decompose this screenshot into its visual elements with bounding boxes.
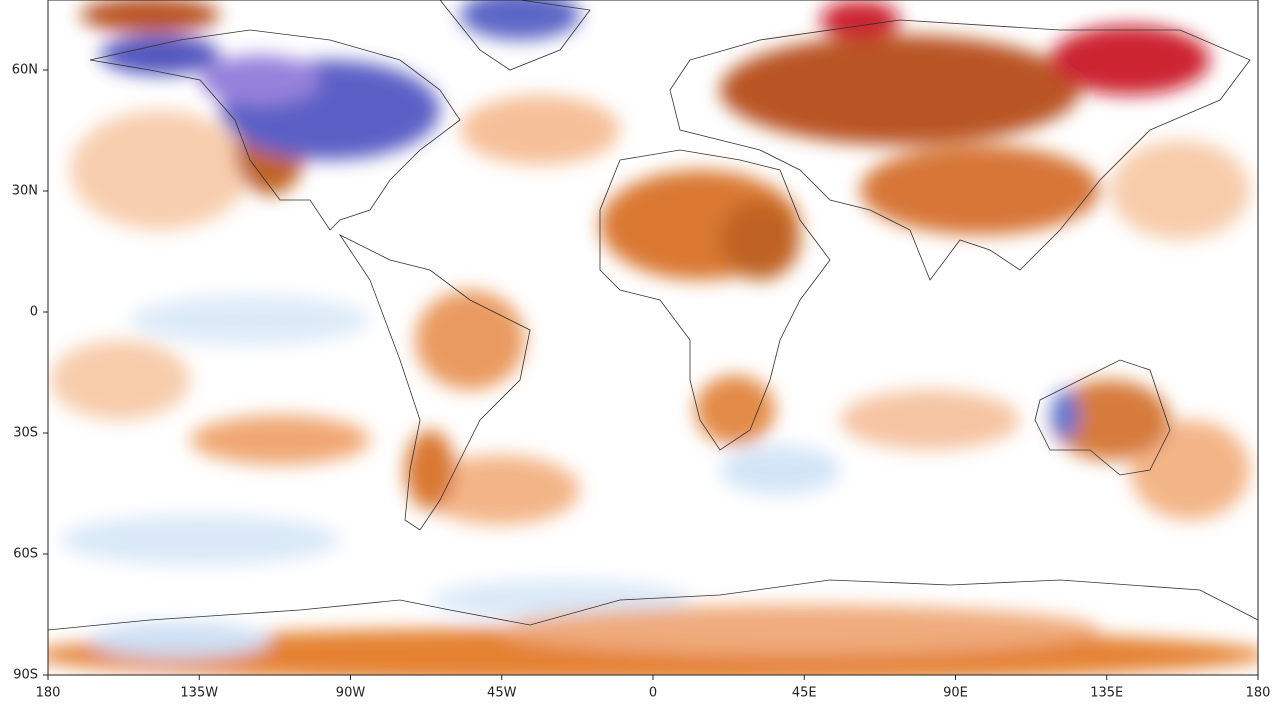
- y-tick-label: 60N: [12, 63, 38, 78]
- y-tick-label: 0: [30, 305, 38, 320]
- x-tick-label: 0: [649, 686, 657, 701]
- x-tick-label: 90E: [943, 686, 968, 701]
- x-tick-label: 180: [1246, 686, 1271, 701]
- y-tick-label: 30N: [12, 184, 38, 199]
- y-tick-label: 60S: [13, 547, 38, 562]
- x-tick-label: 45W: [487, 686, 517, 701]
- y-tick-label: 30S: [13, 426, 38, 441]
- x-tick-label: 135E: [1090, 686, 1123, 701]
- y-tick-label: 90S: [13, 668, 38, 683]
- x-tick-label: 90W: [336, 686, 366, 701]
- x-tick-label: 135W: [180, 686, 218, 701]
- x-tick-label: 180: [36, 686, 61, 701]
- coastlines: [48, 0, 1258, 631]
- x-tick-label: 45E: [792, 686, 817, 701]
- anomaly-field: [48, 0, 1258, 675]
